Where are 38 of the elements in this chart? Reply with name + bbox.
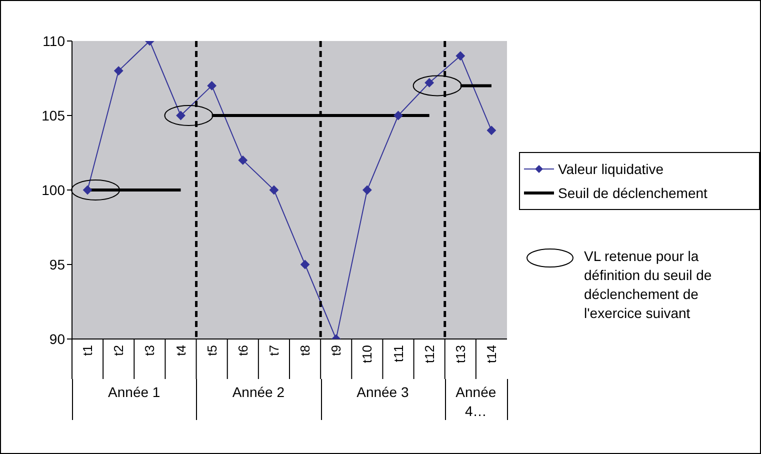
x-tick-label: t13 (452, 345, 468, 364)
x-tick-label: t3 (142, 345, 158, 356)
point (300, 260, 310, 269)
point (207, 81, 216, 90)
text: Année 2 (231, 383, 286, 402)
x-tick-label: t14 (484, 345, 499, 364)
text: Année 1 (107, 383, 162, 402)
y-tick-label: 105 (42, 107, 66, 124)
x-tick-label: t11 (390, 345, 406, 362)
point (456, 51, 465, 60)
legend-label: Valeur liquidative (558, 161, 664, 177)
x-tick-label: t2 (111, 345, 126, 356)
point (238, 156, 248, 165)
x-tick-label: t7 (266, 345, 282, 356)
point (269, 186, 278, 194)
x-tick-label: t9 (328, 345, 344, 356)
text: Année 3 (356, 383, 410, 402)
text: Année 4… (454, 383, 498, 421)
y-tick-label: 100 (42, 182, 66, 198)
x-tick-label: t12 (422, 345, 437, 364)
y-tick-label: 95 (49, 256, 66, 272)
point (176, 111, 186, 120)
point (83, 186, 92, 194)
point (362, 186, 372, 194)
x-tick-label: t10 (360, 345, 375, 364)
point (486, 126, 496, 135)
x-tick-label: t5 (204, 345, 220, 356)
y-tick-label: 110 (42, 32, 66, 49)
x-tick-label: t4 (173, 345, 188, 356)
x-tick-label: t6 (235, 345, 250, 356)
legend-label: Seuil de déclenchement (558, 185, 708, 201)
text: VL retenue pour la définition du seuil de déclenchement de l'exercice suivant (584, 247, 713, 323)
x-tick-label: t1 (80, 345, 96, 356)
point (114, 66, 124, 76)
y-tick-label: 90 (49, 330, 66, 347)
point (394, 111, 403, 120)
point (424, 78, 434, 88)
x-tick-label: t8 (298, 345, 313, 356)
